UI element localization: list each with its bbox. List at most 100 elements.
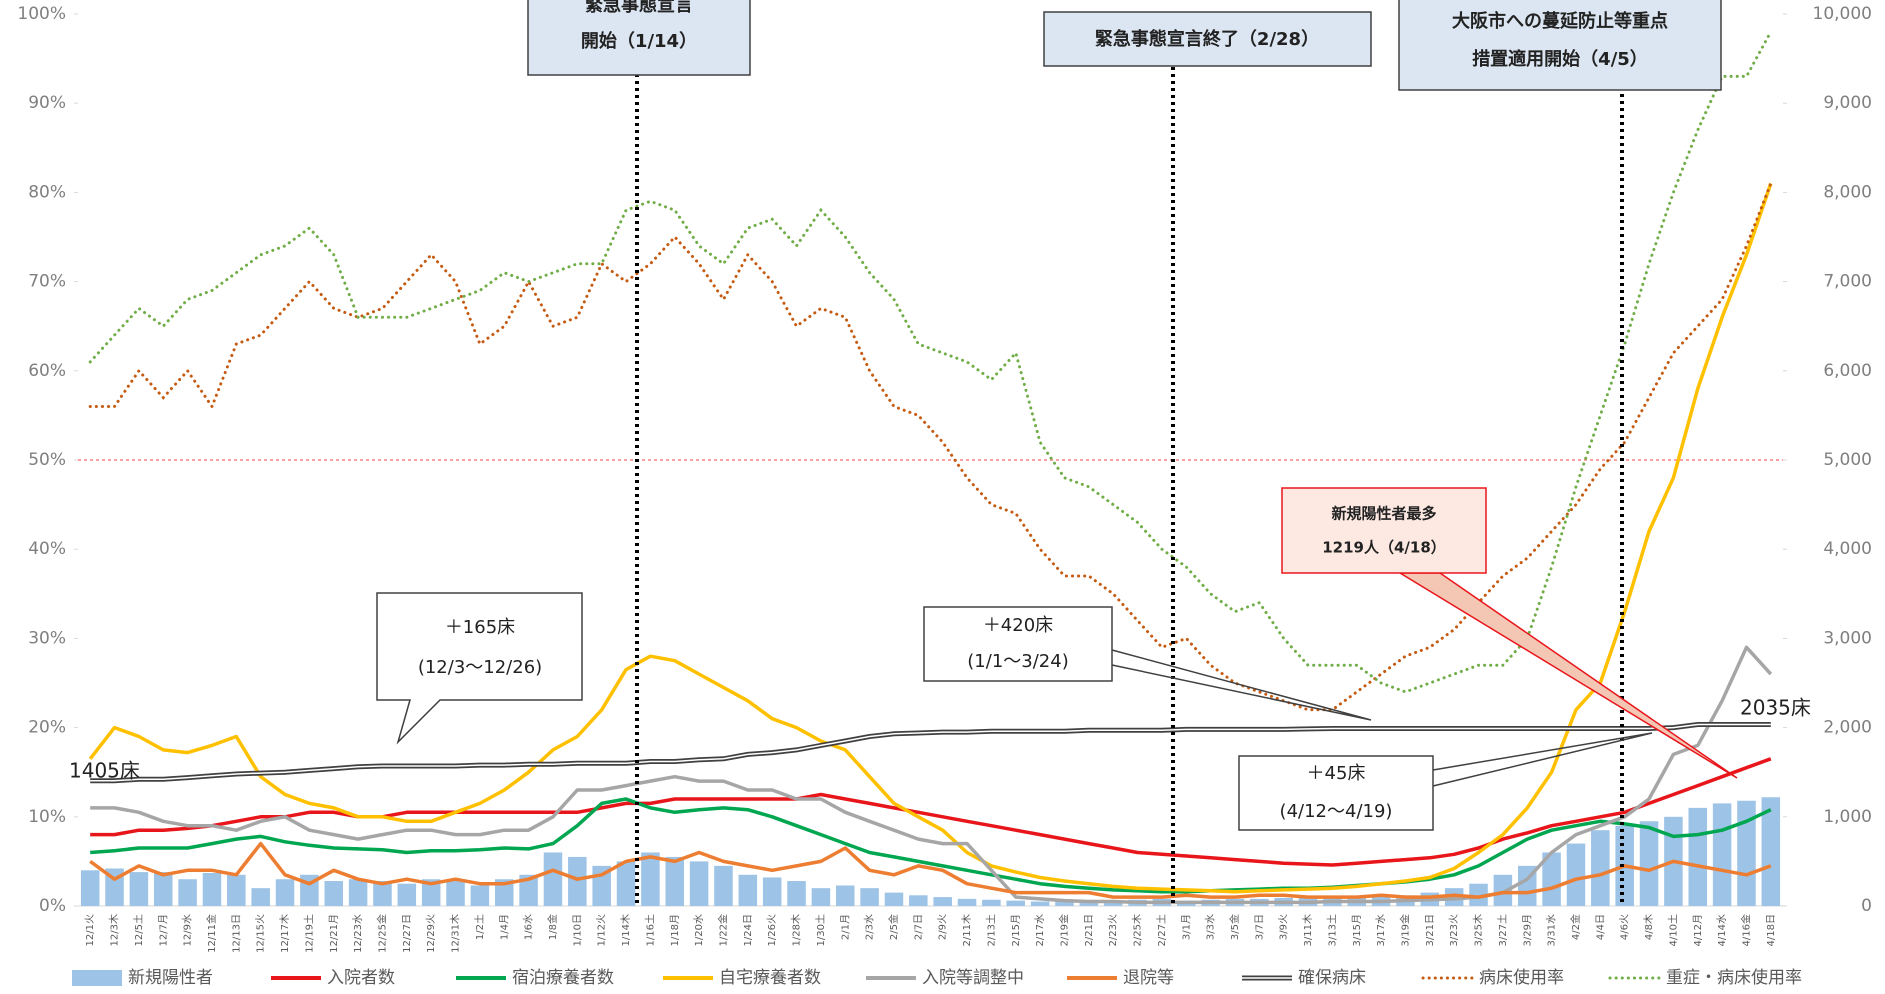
- series-line: [90, 797, 1772, 894]
- annotation-box: [923, 606, 1113, 682]
- series-double-line-inner: [90, 723, 1771, 782]
- x-tick-label: 12/27日: [402, 914, 413, 953]
- x-tick-label: 4/16金: [1739, 914, 1752, 946]
- bar: [665, 856, 685, 906]
- x-tick-label: 2/1月: [839, 914, 851, 940]
- x-tick-label: 1/18月: [669, 914, 681, 946]
- x-tick-label: 2/21日: [1084, 914, 1095, 946]
- x-tick-label: 4/12月: [1692, 914, 1704, 946]
- annotation-box: [527, 0, 751, 76]
- x-tick-label: 3/9火: [1278, 914, 1290, 940]
- bar: [1542, 852, 1561, 906]
- x-tick-label: 3/15月: [1351, 914, 1363, 946]
- x-tick-label: 2/9火: [937, 914, 949, 940]
- y2-tick-label: 0: [1861, 896, 1872, 916]
- annotation-text: ＋45床: [1307, 763, 1366, 784]
- x-tick-label: 12/13日: [231, 914, 242, 953]
- bar: [616, 861, 636, 906]
- x-tick-label: 12/31木: [450, 914, 462, 953]
- annotation-text: 措置適用開始（4/5）: [1472, 48, 1648, 70]
- legend-label: 重症・病床使用率: [1666, 967, 1802, 988]
- legend-label: 確保病床: [1298, 968, 1366, 988]
- x-tick-label: 2/17水: [1034, 914, 1046, 946]
- x-tick-label: 3/21日: [1425, 914, 1436, 946]
- y2-tick-label: 7,000: [1823, 272, 1872, 292]
- bar: [1469, 883, 1488, 906]
- annotation-box: [1043, 11, 1372, 67]
- bar: [1493, 874, 1513, 906]
- x-tick-label: 12/9水: [182, 914, 194, 946]
- bar: [641, 852, 660, 906]
- annotation-text: 緊急事態宣言: [585, 0, 693, 16]
- bar: [397, 883, 417, 906]
- y-tick-label: 20%: [28, 718, 66, 738]
- bar: [129, 872, 149, 906]
- bar: [957, 898, 977, 906]
- bar: [80, 870, 100, 906]
- legend-label: 入院者数: [327, 968, 395, 988]
- y-tick-label: 80%: [28, 182, 66, 202]
- x-tick-label: 3/27土: [1496, 914, 1509, 946]
- bar: [1712, 803, 1732, 906]
- y2-tick-label: 5,000: [1823, 450, 1872, 470]
- x-tick-label: 1/22金: [716, 914, 729, 946]
- x-tick-label: 2/13土: [984, 914, 997, 946]
- x-tick-label: 4/10土: [1666, 914, 1679, 946]
- y-tick-label: 70%: [28, 272, 66, 292]
- x-tick-label: 3/11木: [1302, 914, 1314, 946]
- legend-label: 入院等調整中: [922, 968, 1024, 988]
- bar: [227, 874, 246, 906]
- bar: [1737, 800, 1756, 906]
- legend-label: 病床使用率: [1479, 967, 1564, 988]
- x-tick-label: 2/27土: [1155, 914, 1168, 946]
- x-tick-label: 2/7日: [913, 914, 924, 940]
- bar: [835, 885, 855, 906]
- series-line: [89, 841, 1772, 899]
- callout-tail: [1432, 732, 1653, 787]
- annotation-text: 1219人（4/18）: [1322, 539, 1446, 557]
- annotation-text: (1/1～3/24): [967, 651, 1068, 672]
- bar: [689, 861, 709, 906]
- x-tick-label: 1/4月: [498, 914, 510, 940]
- annotation-text: 新規陽性者最多: [1331, 505, 1436, 523]
- y2-tick-label: 3,000: [1823, 628, 1872, 648]
- x-tick-label: 2/5金: [887, 914, 900, 940]
- y-tick-label: 60%: [28, 361, 66, 381]
- annotation-box: [1281, 487, 1487, 574]
- bar: [421, 879, 441, 906]
- x-tick-label: 3/5金: [1228, 914, 1241, 940]
- x-tick-label: 12/29火: [425, 914, 437, 953]
- x-tick-label: 1/2土: [473, 914, 486, 940]
- annotation-text: (4/12～4/19): [1280, 801, 1393, 822]
- bar: [1079, 900, 1099, 906]
- bar: [543, 852, 563, 906]
- bar: [909, 895, 928, 906]
- bar: [1591, 830, 1610, 906]
- x-tick-label: 3/25木: [1473, 914, 1485, 946]
- x-tick-label: 12/1火: [84, 914, 96, 946]
- y2-tick-label: 8,000: [1823, 182, 1872, 202]
- x-tick-label: 3/31水: [1546, 914, 1558, 946]
- bar: [1103, 900, 1123, 906]
- x-tick-label: 1/12火: [596, 914, 608, 946]
- bar: [568, 856, 587, 906]
- bar: [251, 888, 270, 906]
- x-tick-label: 4/6火: [1619, 914, 1631, 940]
- y2-tick-label: 9,000: [1823, 93, 1872, 113]
- x-tick-label: 12/19土: [302, 914, 315, 953]
- bar: [446, 879, 465, 906]
- bar: [933, 897, 952, 906]
- x-tick-label: 3/3水: [1205, 914, 1217, 940]
- x-tick-label: 2/23火: [1107, 914, 1119, 946]
- annotation-text: 大阪市への蔓延防止等重点: [1452, 10, 1668, 32]
- x-tick-label: 4/4日: [1595, 914, 1606, 940]
- legend-label: 宿泊療養者数: [512, 968, 614, 988]
- x-tick-label: 1/20水: [693, 914, 705, 946]
- y-tick-label: 90%: [28, 93, 66, 113]
- bar: [1688, 807, 1708, 906]
- bar: [202, 872, 222, 906]
- series-line: [88, 182, 1773, 894]
- bar: [275, 879, 295, 906]
- x-tick-label: 1/16土: [643, 914, 656, 946]
